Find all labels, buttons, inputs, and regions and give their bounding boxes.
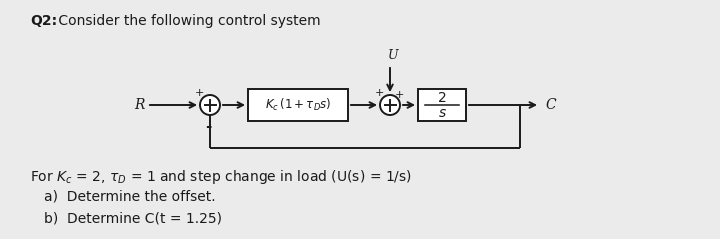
Text: s: s [438,106,446,120]
Text: +: + [395,90,404,100]
Text: C: C [545,98,556,112]
Circle shape [200,95,220,115]
Text: Consider the following control system: Consider the following control system [54,14,320,28]
Text: +: + [194,88,204,98]
Text: +: + [374,88,384,98]
Circle shape [380,95,400,115]
Text: For $K_c$ = 2, $\tau_D$ = 1 and step change in load (U(s) = 1/s): For $K_c$ = 2, $\tau_D$ = 1 and step cha… [30,168,412,186]
Text: $K_c\,(1+\tau_D s)$: $K_c\,(1+\tau_D s)$ [265,97,331,113]
FancyBboxPatch shape [248,89,348,121]
Text: a)  Determine the offset.: a) Determine the offset. [44,190,215,204]
Text: 2: 2 [438,91,446,105]
Text: U: U [388,49,398,62]
Text: R: R [135,98,145,112]
Text: b)  Determine C(t = 1.25): b) Determine C(t = 1.25) [44,212,222,226]
Text: -: - [204,119,211,134]
FancyBboxPatch shape [418,89,466,121]
Text: Q2:: Q2: [30,14,57,28]
